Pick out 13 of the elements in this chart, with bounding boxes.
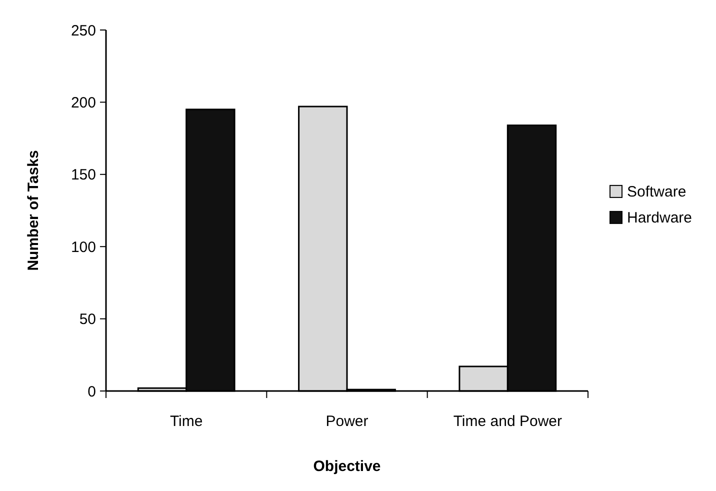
legend-label: Hardware (627, 209, 692, 226)
legend-label: Software (627, 183, 686, 200)
x-tick-label: Power (326, 413, 368, 430)
y-tick-label: 0 (88, 383, 96, 400)
y-axis-title: Number of Tasks (25, 150, 42, 271)
x-axis-title: Objective (313, 458, 381, 475)
y-tick-label: 100 (70, 238, 96, 256)
x-tick-label: Time (170, 413, 203, 430)
y-tick-label: 250 (70, 22, 96, 40)
y-tick-label: 150 (70, 166, 96, 184)
y-tick-label: 50 (79, 311, 96, 328)
y-tick-label: 200 (70, 94, 96, 112)
x-tick-label: Time and Power (453, 413, 562, 430)
